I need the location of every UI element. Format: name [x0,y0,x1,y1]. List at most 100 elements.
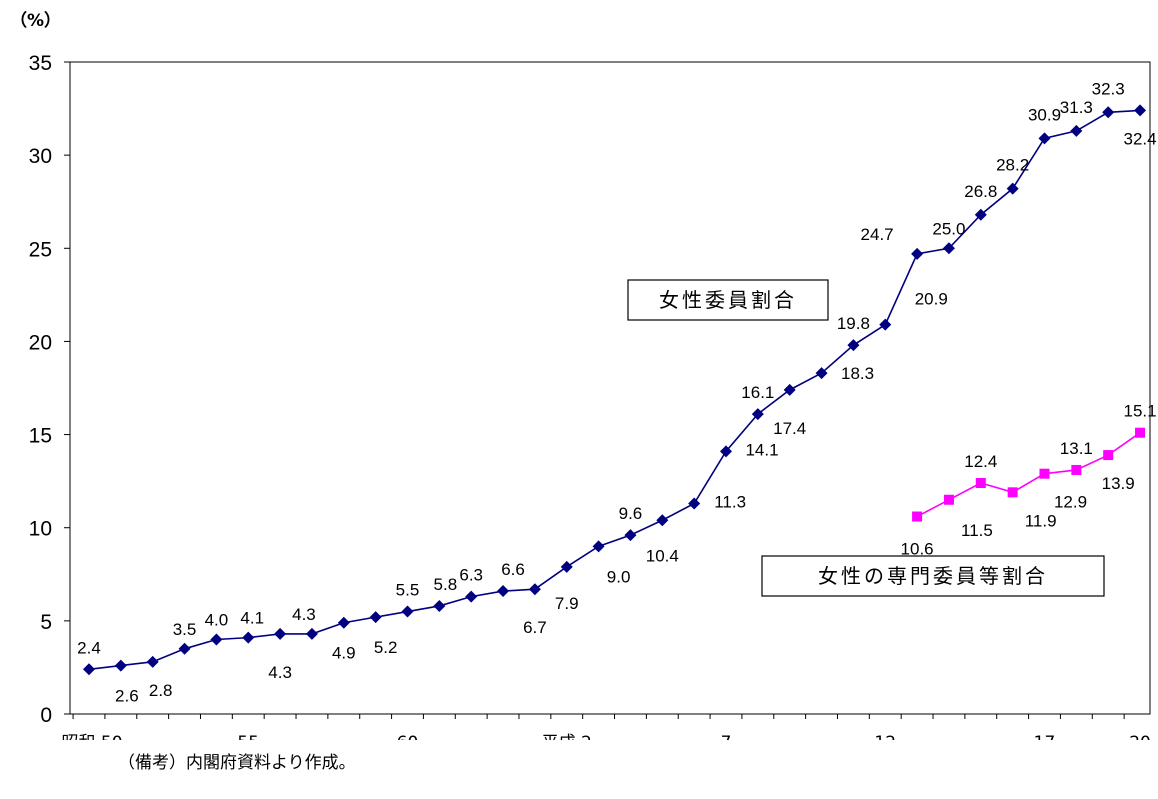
data-point-women-members [1038,132,1051,145]
y-tick-label: 25 [29,238,52,261]
data-label-women-specialist: 15.1 [1124,402,1157,421]
data-label-women-members: 5.8 [434,575,458,594]
data-point-women-specialist [1039,468,1050,479]
data-point-women-members [497,585,510,598]
data-label-women-members: 32.3 [1092,79,1125,98]
data-labels: 2.4 2.6 2.8 3.5 4.0 4.1 4.3 4.3 4.9 5.2 5.5 5.8 6.3 6… [77,79,1156,705]
data-point-women-specialist [1071,464,1082,475]
data-label-women-members: 32.4 [1124,129,1157,148]
data-point-women-members [114,659,127,672]
data-point-women-members [305,627,318,640]
data-point-women-members [146,655,159,668]
x-tick-label: 平成 2 [542,733,592,740]
series-line-women-specialist [916,432,1141,518]
data-point-women-members [274,627,287,640]
data-label-women-members: 5.2 [374,638,398,657]
y-tick-label: 30 [29,145,52,168]
data-label-women-specialist: 11.5 [961,521,993,540]
data-point-women-members [369,611,382,624]
data-label-women-members: 9.0 [607,567,631,586]
data-point-women-members [1070,124,1083,137]
data-point-women-members [879,318,892,331]
data-label-women-members: 4.0 [205,610,229,629]
data-label-women-members: 28.2 [996,156,1029,175]
data-label-women-members: 26.8 [964,182,997,201]
data-label-women-members: 5.5 [396,581,420,600]
data-label-women-members: 4.3 [292,605,316,624]
x-tick-label: 55 [237,733,259,740]
y-tick-label: 35 [29,52,52,75]
data-point-women-members [465,590,478,603]
data-label-women-members: 30.9 [1028,105,1061,124]
series-line-women-members [88,109,1141,671]
data-point-women-specialist [912,511,923,522]
data-point-women-members [210,633,223,646]
x-tick-label: 20 [1129,733,1151,740]
data-point-women-members [337,616,350,629]
data-point-women-members [624,529,637,542]
data-point-women-members [911,247,924,260]
data-label-women-members: 2.6 [115,687,139,706]
data-label-women-members: 11.3 [714,492,746,511]
data-label-women-specialist: 10.6 [901,540,934,559]
data-point-women-members [1006,182,1019,195]
legend-label-women-members: 女性委員割合 [659,288,797,312]
data-label-women-specialist: 12.9 [1054,493,1087,512]
data-label-women-members: 2.4 [77,638,101,657]
data-point-women-members [656,514,669,527]
data-label-women-members: 10.4 [646,546,679,565]
data-point-women-members [1102,106,1115,119]
series-lines [83,104,1147,676]
legend-label-women-specialist: 女性の専門委員等割合 [818,564,1048,588]
data-point-women-members [815,367,828,380]
data-point-women-specialist [1103,450,1114,461]
data-point-women-specialist [943,494,954,505]
data-point-women-members [847,339,860,352]
data-point-women-members [83,663,95,676]
data-label-women-members: 25.0 [932,219,965,238]
y-tick-label: 15 [29,425,52,448]
y-tick-label: 5 [40,611,52,634]
data-point-women-specialist [1007,487,1018,498]
data-label-women-members: 6.6 [501,560,525,579]
x-tick-label: 12 [874,733,896,740]
data-label-women-members: 14.1 [745,440,778,459]
data-label-women-specialist: 13.9 [1102,474,1135,493]
x-tick-label: 17 [1034,733,1056,740]
x-tick-label: 60 [397,733,419,740]
legend-box-women-specialist [761,555,1105,597]
data-point-women-members [528,583,541,596]
y-tick-label: 0 [40,704,52,727]
data-label-women-specialist: 12.4 [964,452,997,471]
data-label-women-members: 6.7 [523,618,547,637]
data-label-women-members: 7.9 [555,594,579,613]
data-label-women-members: 20.9 [915,290,948,309]
data-point-women-members [783,383,796,396]
data-label-women-members: 3.5 [173,620,197,639]
x-tick-label: 昭和 50 [61,733,122,740]
data-point-women-members [1134,104,1147,117]
x-tick-label: 7 [721,733,732,740]
data-label-women-members: 9.6 [619,504,643,523]
data-point-women-members [942,242,955,255]
data-label-women-members: 4.3 [268,663,292,682]
data-label-women-members: 16.1 [741,383,774,402]
data-label-women-members: 4.1 [240,609,264,628]
y-axis-unit-label: （%） [10,10,61,31]
data-point-women-members [974,208,987,221]
source-note: （備考）内閣府資料より作成。 [118,753,356,773]
data-point-women-members [751,408,764,421]
data-point-women-specialist [975,478,986,489]
data-point-women-members [178,642,191,655]
data-point-women-members [688,497,701,510]
data-point-women-members [242,631,255,644]
line-chart: （%） 0 5 10 15 20 25 30 35 昭和 50 55 60 平成 2 7 12 17 20 2.… [10,10,1157,740]
data-point-women-members [720,445,732,458]
plot-frame [69,61,1151,715]
data-label-women-members: 31.3 [1060,98,1093,117]
axes: （%） 0 5 10 15 20 25 30 35 昭和 50 55 60 平成 2 7 12 17 20 [10,10,1151,740]
data-point-women-specialist [1135,427,1146,438]
y-tick-label: 20 [29,331,52,354]
data-label-women-specialist: 11.9 [1025,511,1057,530]
